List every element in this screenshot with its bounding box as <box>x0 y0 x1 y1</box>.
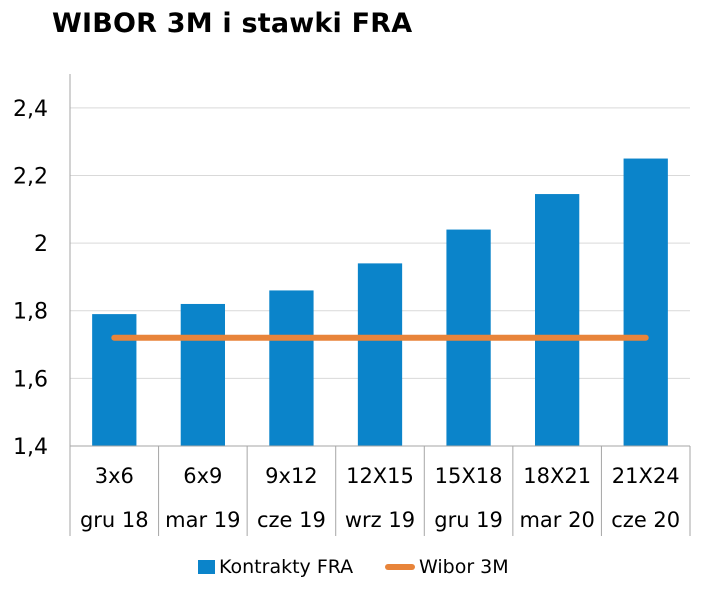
legend-label-fra: Kontrakty FRA <box>219 556 354 578</box>
y-tick-label: 2,2 <box>13 164 48 189</box>
x-category-label: 9x12 <box>265 464 318 488</box>
y-tick-label: 1,4 <box>13 435 48 460</box>
x-subcategory-label: gru 18 <box>80 508 149 532</box>
x-subcategory-label: mar 19 <box>165 508 240 532</box>
x-category-label: 3x6 <box>95 464 134 488</box>
legend-swatch-fra <box>198 560 215 574</box>
legend: Kontrakty FRA Wibor 3M <box>0 556 702 586</box>
bar-12X15 <box>357 263 403 446</box>
x-subcategory-label: wrz 19 <box>345 508 415 532</box>
legend-label-wibor: Wibor 3M <box>419 556 509 578</box>
x-category-label: 18X21 <box>523 464 591 488</box>
bar-21X24 <box>623 158 668 446</box>
bar-6x9 <box>180 303 225 446</box>
legend-item-wibor: Wibor 3M <box>385 556 509 578</box>
x-category-label: 15X18 <box>435 464 503 488</box>
y-tick-label: 1,8 <box>13 300 48 325</box>
legend-swatch-wibor <box>385 564 415 570</box>
chart-title: WIBOR 3M i stawki FRA <box>52 8 413 39</box>
x-category-label: 6x9 <box>183 464 222 488</box>
chart-plot: 1,4 1,6 1,8 2 2,2 2,4 3x6 gru 18 6x9 mar 19 9x12 c… <box>13 74 691 536</box>
x-category-label: 12X15 <box>346 464 414 488</box>
legend-item-fra: Kontrakty FRA <box>198 556 353 578</box>
y-tick-label: 2 <box>34 232 48 257</box>
x-category-labels: 3x6 gru 18 6x9 mar 19 9x12 cze 19 12X15 wrz 19 1… <box>80 464 680 532</box>
bar-series <box>92 158 668 446</box>
x-category-label: 21X24 <box>612 464 680 488</box>
axes <box>69 74 691 536</box>
bar-3x6 <box>92 314 137 446</box>
x-subcategory-label: mar 20 <box>519 508 594 532</box>
x-subcategory-label: cze 19 <box>257 508 326 532</box>
bar-18X21 <box>535 194 580 446</box>
x-subcategory-label: gru 19 <box>434 508 503 532</box>
y-tick-label: 1,6 <box>13 367 48 392</box>
y-tick-label: 2,4 <box>13 97 48 122</box>
x-subcategory-label: cze 20 <box>611 508 680 532</box>
y-tick-labels: 1,4 1,6 1,8 2 2,2 2,4 <box>13 97 48 460</box>
bar-9x12 <box>269 290 314 446</box>
